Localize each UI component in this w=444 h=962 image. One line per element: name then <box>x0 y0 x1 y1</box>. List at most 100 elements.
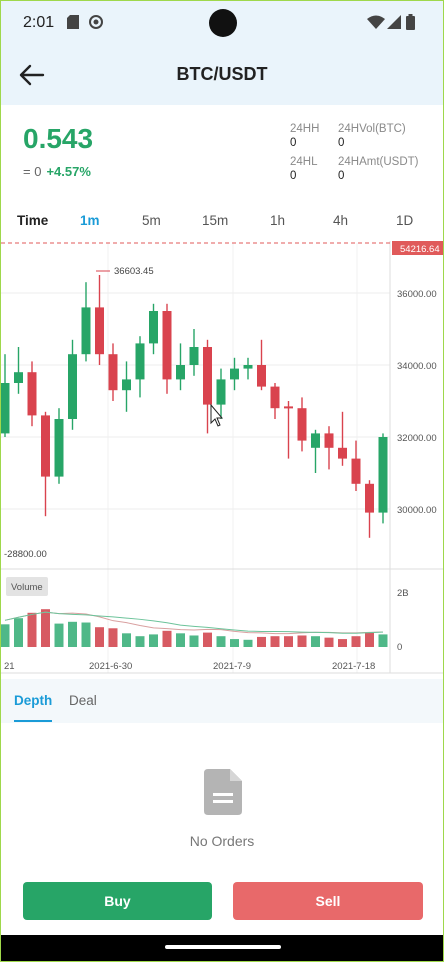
volume-bar <box>203 632 212 647</box>
page-title: BTC/USDT <box>176 64 268 84</box>
volume-label-box <box>6 577 48 596</box>
volume-bar <box>284 636 293 647</box>
volume-label: Volume <box>11 582 43 593</box>
volume-bar <box>216 636 226 647</box>
tab-depth-underline <box>14 720 52 722</box>
candle-body <box>81 307 91 355</box>
home-handle[interactable] <box>165 945 281 949</box>
volume-bar <box>68 621 77 647</box>
price-axis-label: 30000.00 <box>397 505 437 516</box>
stat-value-24h-volume: 0 <box>338 137 345 149</box>
stat-label-24h-amount: 24HAmt(USDT) <box>338 156 419 168</box>
candle-body <box>162 311 172 380</box>
date-axis-label: 2021-7-18 <box>332 661 375 672</box>
tab-depth[interactable]: Depth <box>14 693 53 708</box>
status-time: 2:01 <box>23 14 55 31</box>
last-price-badge <box>392 241 443 255</box>
sd-card-icon <box>67 15 79 29</box>
price-axis-label: 36000.00 <box>397 289 437 300</box>
candle-body <box>95 307 104 355</box>
candle-body <box>257 365 266 387</box>
mouse-cursor-icon <box>210 403 224 427</box>
tab-interval-1m[interactable]: 1m <box>80 213 100 228</box>
chart-grid <box>1 241 443 674</box>
tab-interval-1h[interactable]: 1h <box>270 213 286 228</box>
candle-body <box>365 483 374 513</box>
wifi-icon <box>367 15 385 29</box>
candle-body <box>135 343 145 380</box>
sync-icon <box>89 15 103 29</box>
candle-body <box>14 372 23 383</box>
candle-body <box>54 419 64 477</box>
volume-bar <box>162 630 172 647</box>
fiat-equivalent: = 0 <box>23 164 42 179</box>
price-axis-label: 32000.00 <box>397 433 437 444</box>
volume-bar <box>230 639 239 647</box>
battery-icon <box>406 14 415 30</box>
candle-body <box>270 386 280 409</box>
tab-deal[interactable]: Deal <box>69 693 97 708</box>
candle-body <box>284 406 293 409</box>
candle-body <box>27 372 37 416</box>
date-axis-label: 2021-6-30 <box>89 661 132 672</box>
date-axis-label: 21 <box>4 661 15 672</box>
stat-value-24h-high: 0 <box>290 137 297 149</box>
tab-interval-1d[interactable]: 1D <box>396 213 414 228</box>
candles-layer <box>1 275 388 538</box>
sell-button[interactable]: Sell <box>233 882 423 920</box>
volume-layer <box>1 609 388 647</box>
price-change-percent: +4.57% <box>46 164 91 179</box>
volume-bar <box>41 609 50 647</box>
volume-bar <box>95 627 104 647</box>
volume-bar <box>311 636 320 647</box>
candle-body <box>203 347 212 405</box>
candle-body <box>176 365 185 380</box>
stat-label-24h-high: 24HH <box>290 123 320 135</box>
candle-body <box>324 433 334 448</box>
volume-bar <box>270 636 280 647</box>
volume-bar <box>1 624 10 647</box>
volume-bar <box>149 634 158 647</box>
stat-value-24h-low: 0 <box>290 170 297 182</box>
volume-bar <box>176 633 185 647</box>
interval-label: Time <box>17 213 49 228</box>
kline-chart[interactable]: 36000.00 34000.00 32000.00 30000.00 54216.64… <box>1 241 443 675</box>
last-price: 0.543 <box>23 123 94 154</box>
candle-body <box>338 447 347 459</box>
candle-body <box>41 415 50 477</box>
empty-document-icon <box>204 769 242 815</box>
tab-interval-5m[interactable]: 5m <box>142 213 161 228</box>
tab-interval-15m[interactable]: 15m <box>202 213 229 228</box>
volume-bar <box>351 636 361 647</box>
volume-bar <box>81 622 91 647</box>
volume-bar <box>338 639 347 647</box>
candle-body <box>378 437 388 513</box>
volume-bar <box>122 633 131 647</box>
volume-bar <box>135 636 145 647</box>
volume-bar <box>257 636 266 647</box>
price-axis-label: 34000.00 <box>397 361 437 372</box>
stat-label-24h-volume: 24HVol(BTC) <box>338 123 406 135</box>
volume-bar <box>243 639 253 647</box>
candle-body <box>108 354 118 391</box>
volume-bar <box>54 623 64 647</box>
back-arrow-icon[interactable] <box>19 63 45 87</box>
candle-body <box>351 458 361 484</box>
candle-body <box>297 408 307 441</box>
volume-bar <box>14 618 23 647</box>
buy-button[interactable]: Buy <box>23 882 212 920</box>
camera-cutout <box>209 9 237 37</box>
price-summary: = 0 +4.57% <box>23 164 91 179</box>
date-axis-label: 2021-7-9 <box>213 661 251 672</box>
last-price-label: 54216.64 <box>400 244 440 255</box>
tab-interval-4h[interactable]: 4h <box>333 213 349 228</box>
candle-body <box>1 383 10 434</box>
stat-value-24h-amount: 0 <box>338 170 345 182</box>
app-bar: BTC/USDT <box>1 45 443 105</box>
volume-bar <box>378 634 388 647</box>
candle-body <box>243 365 253 369</box>
candle-body <box>189 347 199 365</box>
volume-bar <box>27 612 37 647</box>
status-bar: 2:01 <box>1 1 443 45</box>
